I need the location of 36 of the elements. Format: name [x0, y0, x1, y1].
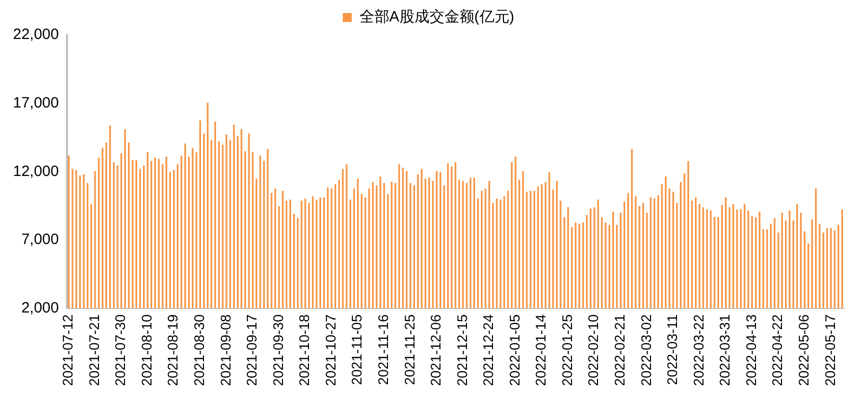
x-tick-label: 2022-05-17 [822, 314, 838, 386]
x-tick-label: 2021-11-16 [374, 314, 391, 385]
x-tick-label: 2022-02-21 [612, 314, 628, 386]
x-tick-label: 2022-03-02 [638, 314, 654, 386]
x-tick-label: 2021-07-12 [60, 314, 76, 386]
x-tick-label: 2022-04-22 [769, 314, 786, 386]
x-tick-label: 2022-03-11 [664, 314, 680, 385]
x-tick-label: 2022-01-14 [532, 314, 549, 386]
x-tick-label: 2021-09-08 [217, 314, 234, 386]
x-tick-label: 2021-12-24 [480, 314, 496, 386]
y-tick-label: 22,000 [12, 26, 59, 44]
x-tick-label: 2021-08-30 [191, 314, 208, 386]
y-tick-label: 7,000 [21, 231, 59, 248]
x-tick-label: 2022-02-10 [585, 314, 602, 386]
y-tick-label: 12,000 [12, 162, 59, 180]
x-tick-label: 2021-09-30 [270, 314, 286, 386]
x-tick-label: 2022-01-25 [558, 314, 575, 386]
x-tick-label: 2021-12-06 [428, 314, 444, 386]
x-tick-label: 2021-10-27 [322, 314, 338, 386]
x-tick-label: 2021-09-17 [244, 314, 260, 386]
x-tick-label: 2021-07-21 [86, 314, 102, 386]
y-tick-label: 2,000 [21, 300, 59, 317]
y-tick-label: 17,000 [12, 94, 59, 112]
x-tick-label: 2022-05-06 [795, 314, 812, 386]
x-tick-label: 2021-11-05 [348, 314, 365, 385]
x-tick-label: 2022-03-31 [716, 314, 733, 386]
legend-label: 全部A股成交金额(亿元) [359, 8, 514, 26]
x-tick-label: 2022-04-13 [742, 314, 759, 386]
x-tick-label: 2021-12-15 [454, 314, 470, 386]
x-tick-label: 2021-08-10 [138, 314, 154, 386]
x-tick-label: 2022-01-05 [506, 314, 522, 386]
x-tick-label: 2021-07-30 [112, 314, 128, 386]
x-tick-label: 2021-11-25 [401, 314, 418, 385]
x-tick-label: 2021-10-18 [296, 314, 312, 386]
x-tick-label: 2022-03-22 [690, 314, 706, 386]
x-tick-label: 2021-08-19 [164, 314, 181, 386]
